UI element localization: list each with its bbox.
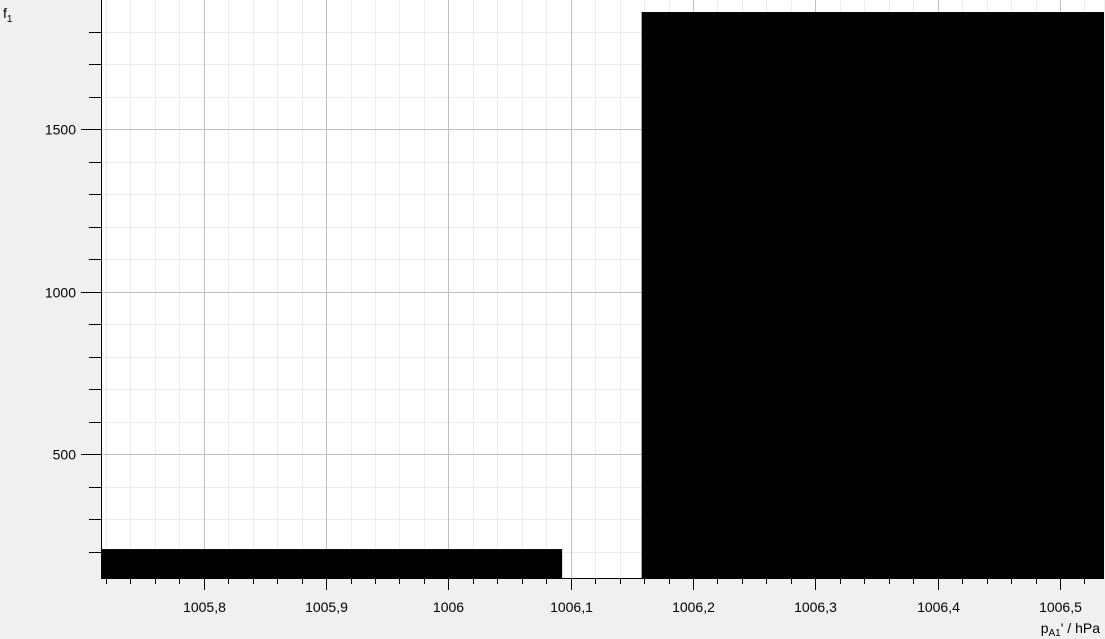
y-axis-label-sub: 1: [7, 14, 13, 25]
axes: [101, 0, 1104, 579]
x-axis-label-base: p: [1041, 620, 1049, 636]
x-axis-label: pA1' / hPa: [1041, 620, 1100, 639]
x-tick-label: 1005,9: [305, 599, 348, 615]
x-tick-label: 1006,1: [550, 599, 593, 615]
x-tick-label: 1005,8: [183, 599, 226, 615]
x-tick-label: 1006,4: [917, 599, 960, 615]
y-axis-label-base: f: [3, 5, 7, 21]
x-tick-label: 1006,3: [794, 599, 837, 615]
y-tick-label: 500: [53, 447, 77, 463]
histogram-bar: [101, 549, 563, 578]
histogram-bar: [641, 12, 1104, 578]
x-tick-label: 1006: [433, 599, 464, 615]
histogram-bars: [101, 12, 1104, 578]
y-axis-label: f1: [3, 5, 13, 25]
y-axis-ticks: 500 1000 1500: [45, 32, 101, 553]
x-axis-ticks: 1005,8 1005,9 1006 1006,1 1006,2 1006,3 1006,4…: [106, 578, 1085, 615]
x-tick-label: 1006,2: [672, 599, 715, 615]
y-tick-label: 1000: [45, 285, 76, 301]
x-axis-label-sub: A1: [1049, 628, 1062, 639]
y-tick-label: 1500: [45, 122, 76, 138]
x-tick-label: 1006,5: [1039, 599, 1082, 615]
x-axis-label-suffix: ' / hPa: [1061, 620, 1100, 636]
